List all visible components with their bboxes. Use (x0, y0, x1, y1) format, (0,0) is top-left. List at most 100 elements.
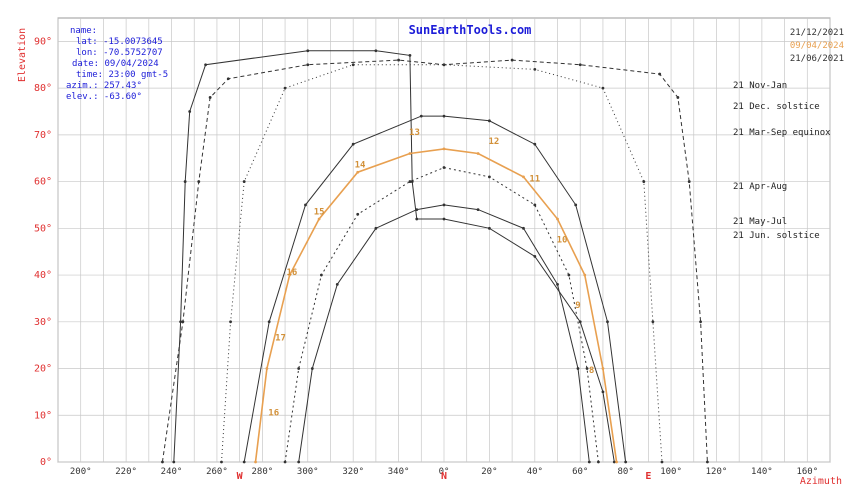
x-tick-label: 200° (70, 467, 92, 477)
cardinal-w: W (237, 471, 244, 482)
data-point (351, 63, 355, 67)
info-azimuth: azim.: 257.43° (66, 81, 142, 91)
data-point (283, 86, 287, 90)
data-point (220, 460, 223, 464)
cardinal-n: N (441, 471, 447, 482)
data-point (335, 283, 339, 286)
x-tick-label: 100° (660, 467, 682, 477)
x-tick-label: 40° (527, 467, 543, 477)
data-point (601, 367, 605, 370)
chart-title: SunEarthTools.com (409, 23, 532, 37)
data-point (476, 208, 480, 212)
info-lon: lon: -70.5752707 (76, 48, 163, 58)
data-point (597, 460, 600, 464)
data-point (442, 114, 446, 118)
data-point (522, 175, 525, 179)
data-point (612, 460, 616, 464)
hour-label: 12 (489, 137, 500, 147)
data-point (606, 320, 609, 324)
data-point (351, 142, 355, 146)
data-point (397, 58, 400, 62)
data-point (179, 320, 183, 324)
data-point (567, 273, 571, 277)
legend: 21/12/2021 09/04/2024 21/06/2021 (790, 28, 844, 64)
curve-label-nov-jan: 21 Nov-Jan (733, 81, 787, 91)
data-point (181, 320, 185, 324)
data-point (442, 203, 446, 207)
data-point (208, 96, 212, 99)
data-point (254, 460, 257, 464)
curve-label-dec-solstice: 21 Dec. solstice (733, 102, 820, 112)
data-point (660, 460, 664, 464)
data-point (183, 180, 187, 183)
data-point (297, 367, 301, 370)
hour-label: 8 (589, 366, 594, 376)
x-tick-label: 220° (115, 467, 137, 477)
hour-label: 17 (275, 333, 286, 343)
data-point (161, 460, 164, 464)
data-point (442, 166, 446, 169)
data-point (226, 77, 230, 81)
data-point (699, 320, 702, 324)
data-point (510, 58, 514, 62)
hour-label: 15 (314, 207, 325, 217)
data-point (587, 460, 591, 464)
data-point (408, 152, 412, 155)
data-point (197, 180, 201, 183)
data-point (601, 390, 605, 394)
data-point (642, 180, 646, 183)
data-point (442, 63, 446, 67)
data-point (442, 147, 446, 151)
hour-label: 16 (286, 268, 297, 278)
data-point (676, 96, 680, 99)
data-point (408, 180, 412, 183)
data-point (601, 86, 605, 90)
data-point (297, 460, 301, 464)
data-point (624, 460, 628, 464)
data-point (415, 208, 419, 212)
data-point (288, 273, 291, 277)
x-tick-label: 20° (481, 467, 497, 477)
info-box: name: lat: -15.0073645 lon: -70.5752707 … (66, 26, 168, 102)
data-point (374, 226, 378, 230)
data-point (488, 119, 491, 123)
data-point (229, 320, 232, 324)
data-point (583, 273, 587, 277)
series-group (161, 49, 709, 464)
series-line (173, 50, 615, 463)
hour-label: 14 (355, 161, 366, 171)
data-point (306, 63, 310, 67)
info-date: date: 09/04/2024 (72, 59, 159, 69)
series-line (221, 64, 663, 463)
x-tick-label: 60° (572, 467, 588, 477)
data-point (651, 320, 655, 324)
info-name: name: (70, 26, 97, 36)
curve-label-may-jul: 21 May-Jul (733, 217, 787, 227)
data-point (705, 460, 709, 464)
curve-label-apr-aug: 21 Apr-Aug (733, 182, 787, 192)
info-lat: lat: -15.0073645 (76, 37, 163, 47)
data-point (374, 49, 378, 53)
data-point (578, 63, 582, 67)
data-point (687, 180, 691, 183)
hour-label: 16 (268, 408, 279, 418)
data-point (267, 320, 271, 324)
data-point (488, 226, 491, 230)
y-tick-label: 20° (34, 364, 52, 375)
data-point (533, 142, 537, 146)
data-point (556, 217, 559, 221)
hour-label: 13 (409, 128, 420, 138)
hour-label: 9 (575, 301, 580, 311)
data-point (283, 460, 287, 464)
data-point (317, 217, 321, 221)
x-tick-label: 0° (439, 467, 450, 477)
hour-label: 11 (529, 175, 540, 185)
hour-label: 10 (557, 235, 568, 245)
legend-item-2: 09/04/2024 (790, 41, 844, 51)
y-tick-label: 50° (34, 223, 52, 234)
curve-label-jun-solstice: 21 Jun. solstice (733, 231, 820, 241)
x-tick-label: 240° (161, 467, 183, 477)
data-point (658, 72, 662, 76)
data-point (356, 170, 360, 174)
data-point (488, 175, 491, 179)
